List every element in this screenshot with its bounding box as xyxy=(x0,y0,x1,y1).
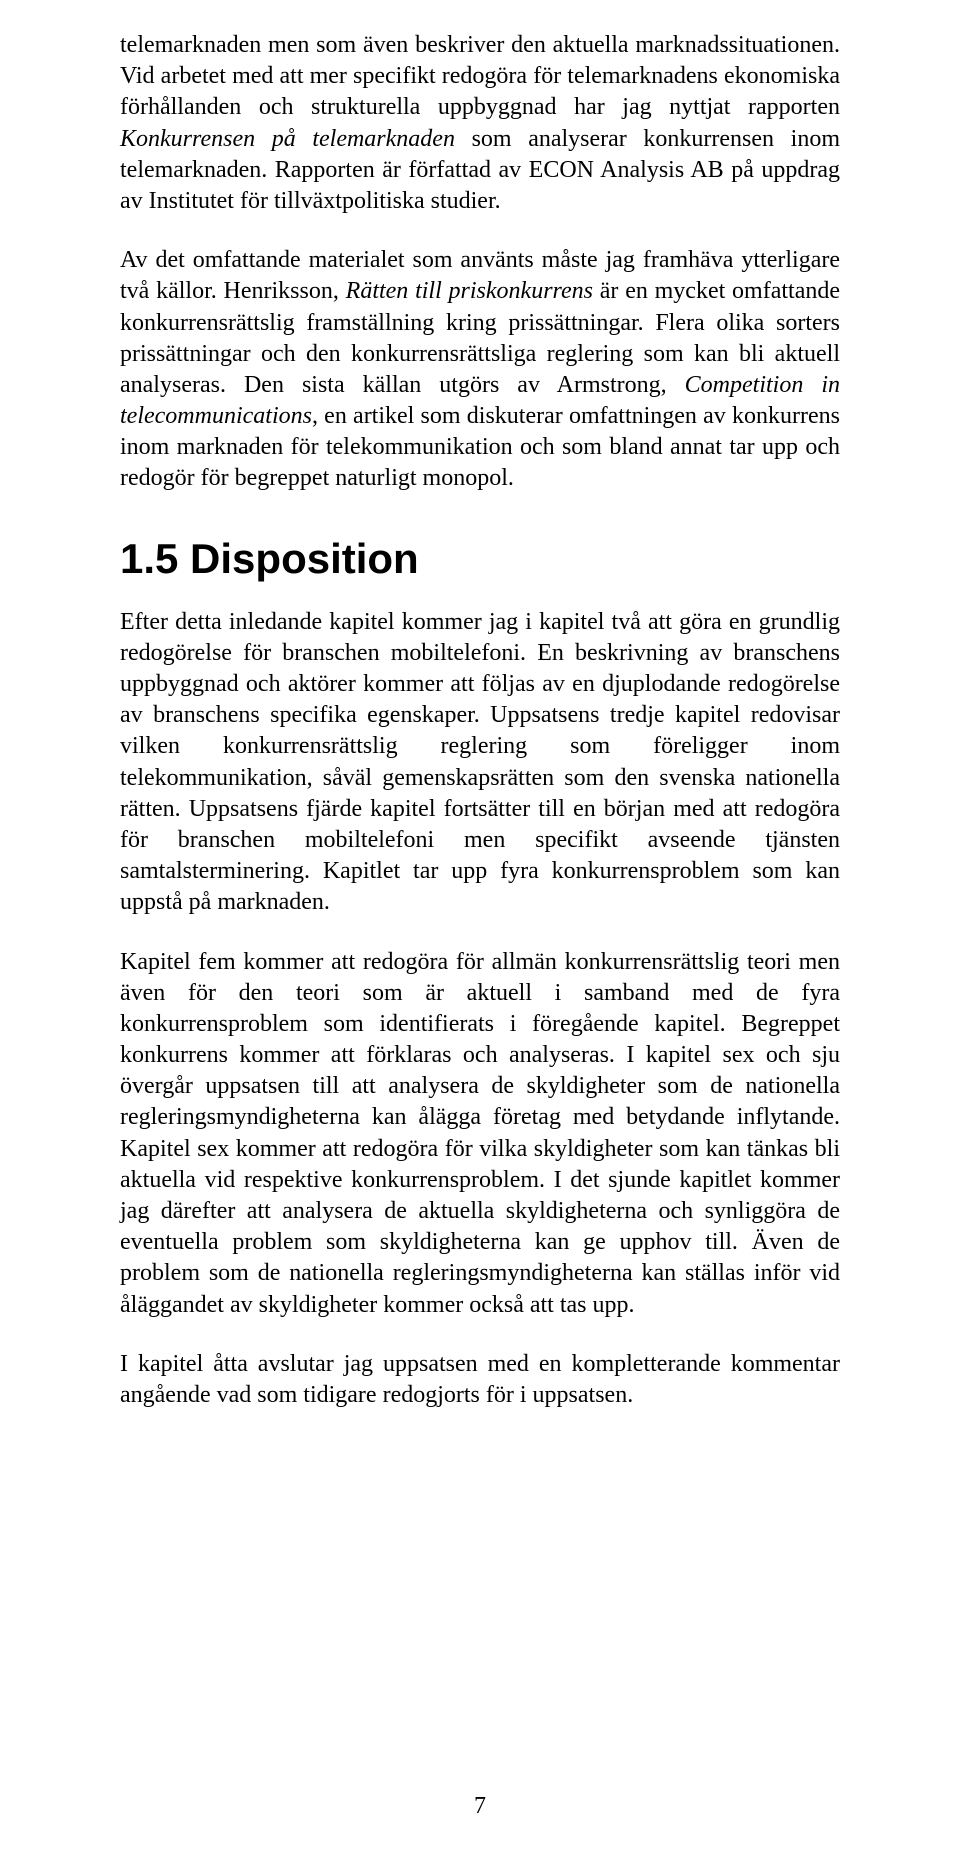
paragraph-5: I kapitel åtta avslutar jag uppsatsen me… xyxy=(120,1349,840,1411)
paragraph-2-italic-1: Rätten till priskonkurrens xyxy=(346,278,593,304)
document-page: telemarknaden men som även beskriver den… xyxy=(0,0,960,1860)
paragraph-1-italic-1: Konkurrensen på telemarknaden xyxy=(120,126,455,152)
paragraph-1-text-a: telemarknaden men som även beskriver den… xyxy=(120,32,840,120)
page-number: 7 xyxy=(0,1793,960,1820)
paragraph-3: Efter detta inledande kapitel kommer jag… xyxy=(120,607,840,919)
section-heading-disposition: 1.5 Disposition xyxy=(120,535,840,583)
paragraph-1: telemarknaden men som även beskriver den… xyxy=(120,30,840,217)
paragraph-4: Kapitel fem kommer att redogöra för allm… xyxy=(120,947,840,1321)
paragraph-2: Av det omfattande materialet som använts… xyxy=(120,245,840,495)
